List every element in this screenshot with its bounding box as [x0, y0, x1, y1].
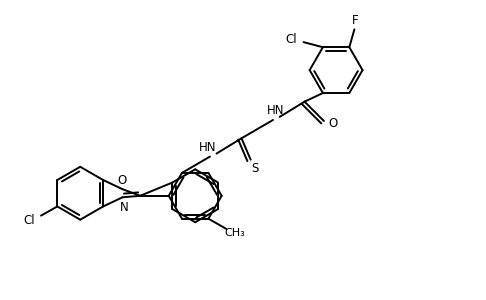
Text: O: O [118, 173, 127, 187]
Text: S: S [251, 162, 259, 175]
Text: O: O [329, 117, 338, 130]
Text: HN: HN [267, 104, 285, 117]
Text: CH₃: CH₃ [225, 228, 245, 238]
Text: N: N [120, 201, 129, 214]
Text: Cl: Cl [286, 33, 297, 46]
Text: Cl: Cl [23, 214, 35, 227]
Text: HN: HN [199, 141, 216, 154]
Text: F: F [352, 14, 359, 27]
